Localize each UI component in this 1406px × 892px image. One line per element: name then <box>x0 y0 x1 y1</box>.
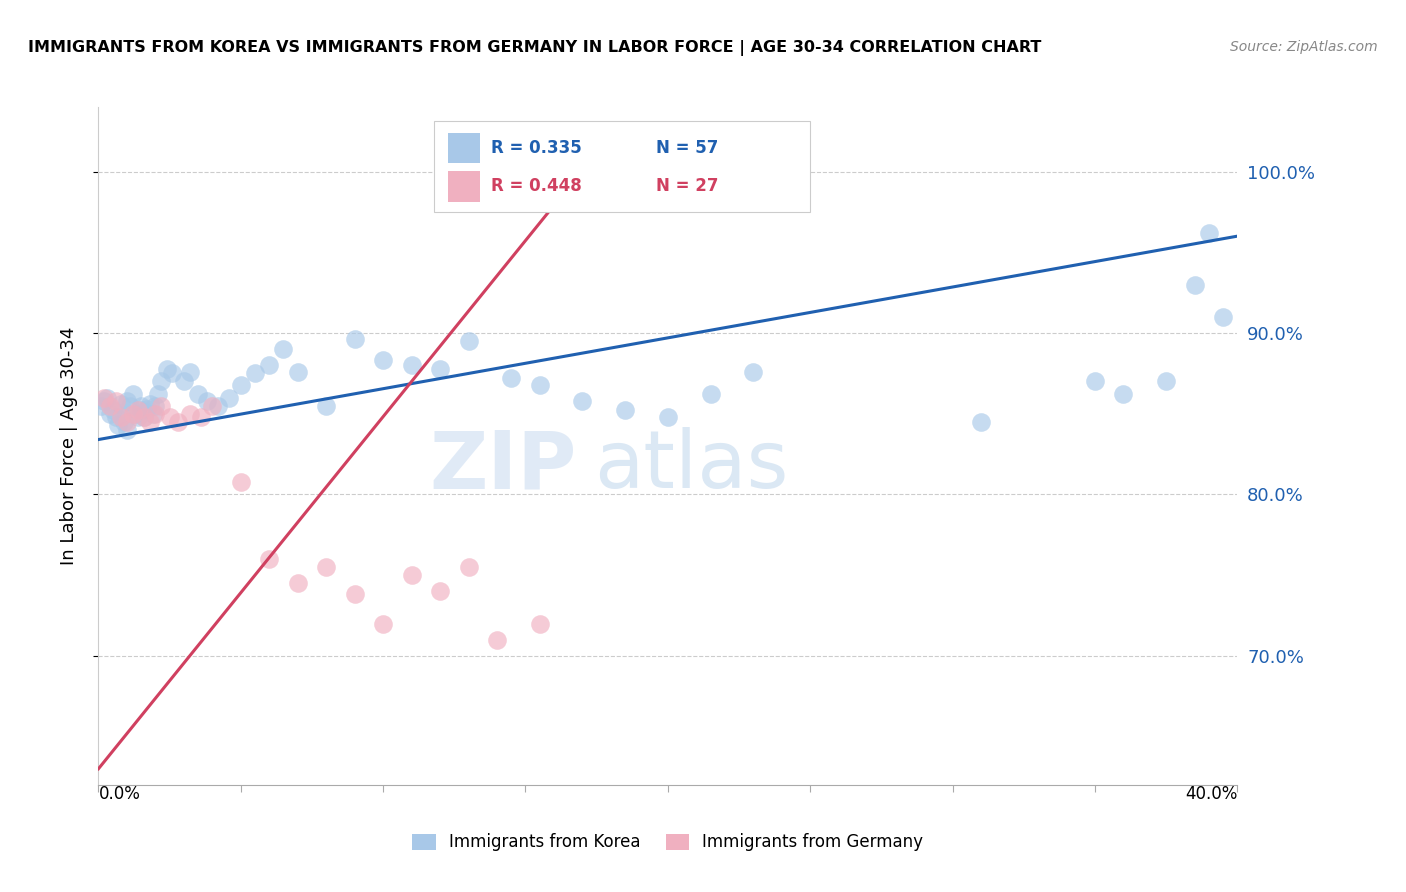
Point <box>141 407 163 421</box>
Point <box>614 403 637 417</box>
Point <box>132 409 155 424</box>
Point <box>93 393 115 408</box>
Point <box>107 417 129 432</box>
Point <box>112 415 135 429</box>
Point <box>571 393 593 408</box>
Point <box>1084 375 1107 389</box>
Point <box>162 367 184 381</box>
Point <box>207 399 229 413</box>
Text: 0.0%: 0.0% <box>98 785 141 803</box>
Point <box>501 371 523 385</box>
Point <box>287 576 309 591</box>
Point <box>104 409 127 424</box>
Point <box>742 365 765 379</box>
Point <box>1212 310 1234 324</box>
Point <box>429 361 451 376</box>
Point <box>127 409 149 424</box>
Point <box>179 407 201 421</box>
Point <box>218 391 240 405</box>
Point <box>135 401 157 416</box>
Point <box>167 415 190 429</box>
Point <box>273 342 295 356</box>
Point <box>343 587 366 601</box>
Point <box>195 393 218 408</box>
Point <box>148 387 170 401</box>
Point <box>1154 375 1177 389</box>
Point <box>201 399 224 413</box>
Point <box>127 403 149 417</box>
Point <box>156 361 179 376</box>
Point <box>98 399 121 413</box>
Point <box>138 397 160 411</box>
Point <box>110 409 132 424</box>
Point <box>373 353 395 368</box>
Point <box>90 399 112 413</box>
Point <box>104 393 127 408</box>
Point <box>145 399 167 413</box>
Text: ZIP: ZIP <box>429 427 576 506</box>
Point <box>150 375 173 389</box>
Point <box>179 365 201 379</box>
Point <box>699 387 721 401</box>
Point <box>93 391 115 405</box>
Point <box>124 407 146 421</box>
Legend: Immigrants from Korea, Immigrants from Germany: Immigrants from Korea, Immigrants from G… <box>412 833 924 851</box>
Point <box>96 391 118 405</box>
Text: R = 0.335: R = 0.335 <box>491 139 582 157</box>
Text: Source: ZipAtlas.com: Source: ZipAtlas.com <box>1230 40 1378 54</box>
Point <box>457 560 479 574</box>
Point <box>190 409 212 424</box>
Y-axis label: In Labor Force | Age 30-34: In Labor Force | Age 30-34 <box>59 326 77 566</box>
Text: N = 57: N = 57 <box>657 139 718 157</box>
Point <box>159 409 181 424</box>
Point <box>315 560 337 574</box>
Point <box>121 387 143 401</box>
Point <box>110 397 132 411</box>
Text: N = 27: N = 27 <box>657 178 718 195</box>
Point <box>115 393 138 408</box>
Point <box>132 409 155 424</box>
Bar <box>449 171 479 202</box>
Point <box>429 584 451 599</box>
Text: IMMIGRANTS FROM KOREA VS IMMIGRANTS FROM GERMANY IN LABOR FORCE | AGE 30-34 CORR: IMMIGRANTS FROM KOREA VS IMMIGRANTS FROM… <box>28 40 1042 56</box>
Point <box>259 359 281 373</box>
Point <box>115 415 138 429</box>
Point <box>229 377 252 392</box>
Point <box>145 407 167 421</box>
Point <box>121 407 143 421</box>
Point <box>101 403 124 417</box>
Text: R = 0.448: R = 0.448 <box>491 178 582 195</box>
Point <box>118 399 141 413</box>
Point <box>657 409 679 424</box>
Point <box>129 399 152 413</box>
Point <box>373 616 395 631</box>
Point <box>315 399 337 413</box>
Point <box>98 407 121 421</box>
Point <box>486 632 509 647</box>
Point <box>259 552 281 566</box>
Point <box>401 359 423 373</box>
Point <box>129 403 152 417</box>
Point <box>173 375 195 389</box>
Point <box>138 415 160 429</box>
Point <box>401 568 423 582</box>
Point <box>529 377 551 392</box>
Point <box>457 334 479 348</box>
Point <box>529 616 551 631</box>
Point <box>343 333 366 347</box>
Bar <box>434 120 810 212</box>
Point <box>243 367 266 381</box>
Point <box>1184 277 1206 292</box>
Point <box>115 423 138 437</box>
Text: 40.0%: 40.0% <box>1185 785 1237 803</box>
Text: atlas: atlas <box>593 427 789 506</box>
Bar <box>449 133 479 163</box>
Point <box>150 399 173 413</box>
Point <box>229 475 252 489</box>
Point <box>287 365 309 379</box>
Point <box>1198 226 1220 240</box>
Point <box>970 415 993 429</box>
Point <box>1112 387 1135 401</box>
Point <box>187 387 209 401</box>
